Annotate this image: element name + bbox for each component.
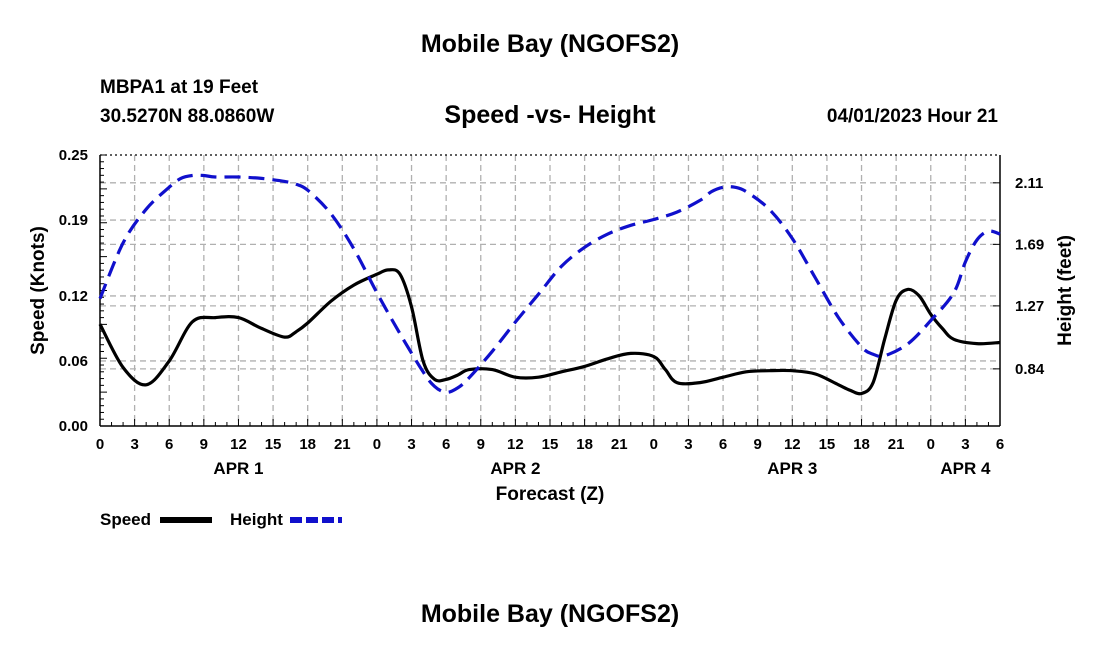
- legend-label-speed: Speed: [100, 510, 151, 529]
- x-tick-label: 21: [611, 436, 628, 453]
- legend-label-height: Height: [230, 510, 283, 529]
- y2-tick-label: 2.11: [1015, 175, 1043, 192]
- x-tick-label: 3: [684, 436, 692, 453]
- y2-tick-label: 1.69: [1015, 236, 1044, 253]
- x-tick-label: 0: [650, 436, 658, 453]
- chart-title-text: Speed -vs- Height: [444, 101, 656, 129]
- forecast-datetime: 04/01/2023 Hour 21: [826, 106, 998, 127]
- x-axis-title: Forecast (Z): [496, 484, 605, 505]
- y-axis-title: Speed (Knots): [28, 226, 49, 355]
- x-tick-label: 15: [819, 436, 836, 453]
- chart-title: Speed -vs- Height: [0, 101, 1100, 130]
- x-tick-label: 6: [996, 436, 1004, 453]
- day-label: APR 4: [940, 459, 991, 478]
- station-coordinates: 30.5270N 88.0860W: [100, 106, 275, 127]
- y-tick-label: 0.12: [59, 288, 88, 305]
- x-tick-label: 15: [542, 436, 559, 453]
- x-tick-label: 21: [888, 436, 905, 453]
- day-label: APR 3: [767, 459, 817, 478]
- series-line-height: [98, 173, 1001, 394]
- y-tick-label: 0.25: [59, 147, 88, 164]
- x-tick-label: 3: [130, 436, 138, 453]
- day-label: APR 1: [213, 459, 263, 478]
- y-tick-label: 0.06: [59, 353, 88, 370]
- x-tick-label: 12: [507, 436, 524, 453]
- x-tick-label: 0: [96, 436, 104, 453]
- y-tick-label: 0.19: [59, 212, 88, 229]
- station-label: MBPA1 at 19 Feet: [100, 77, 259, 98]
- x-tick-label: 6: [165, 436, 173, 453]
- x-tick-label: 3: [961, 436, 969, 453]
- x-tick-label: 9: [477, 436, 485, 453]
- page-title-bottom: Mobile Bay (NGOFS2): [420, 600, 680, 628]
- x-tick-label: 9: [200, 436, 208, 453]
- x-tick-label: 0: [373, 436, 381, 453]
- series-line-speed: [98, 268, 1001, 396]
- y2-axis-title: Height (feet): [1055, 235, 1076, 346]
- x-tick-label: 12: [230, 436, 247, 453]
- x-tick-label: 6: [442, 436, 450, 453]
- x-tick-label: 21: [334, 436, 351, 453]
- day-label: APR 2: [490, 459, 540, 478]
- x-tick-label: 6: [719, 436, 727, 453]
- x-tick-label: 15: [265, 436, 282, 453]
- x-tick-label: 9: [754, 436, 762, 453]
- x-tick-label: 18: [853, 436, 870, 453]
- x-tick-label: 18: [299, 436, 316, 453]
- x-tick-label: 0: [927, 436, 935, 453]
- y-tick-label: 0.00: [59, 418, 88, 435]
- y2-tick-label: 0.84: [1015, 361, 1045, 378]
- x-tick-label: 18: [576, 436, 593, 453]
- x-tick-label: 3: [407, 436, 415, 453]
- y2-tick-label: 1.27: [1015, 298, 1044, 315]
- x-tick-label: 12: [784, 436, 801, 453]
- page-title-top: Mobile Bay (NGOFS2): [420, 30, 680, 58]
